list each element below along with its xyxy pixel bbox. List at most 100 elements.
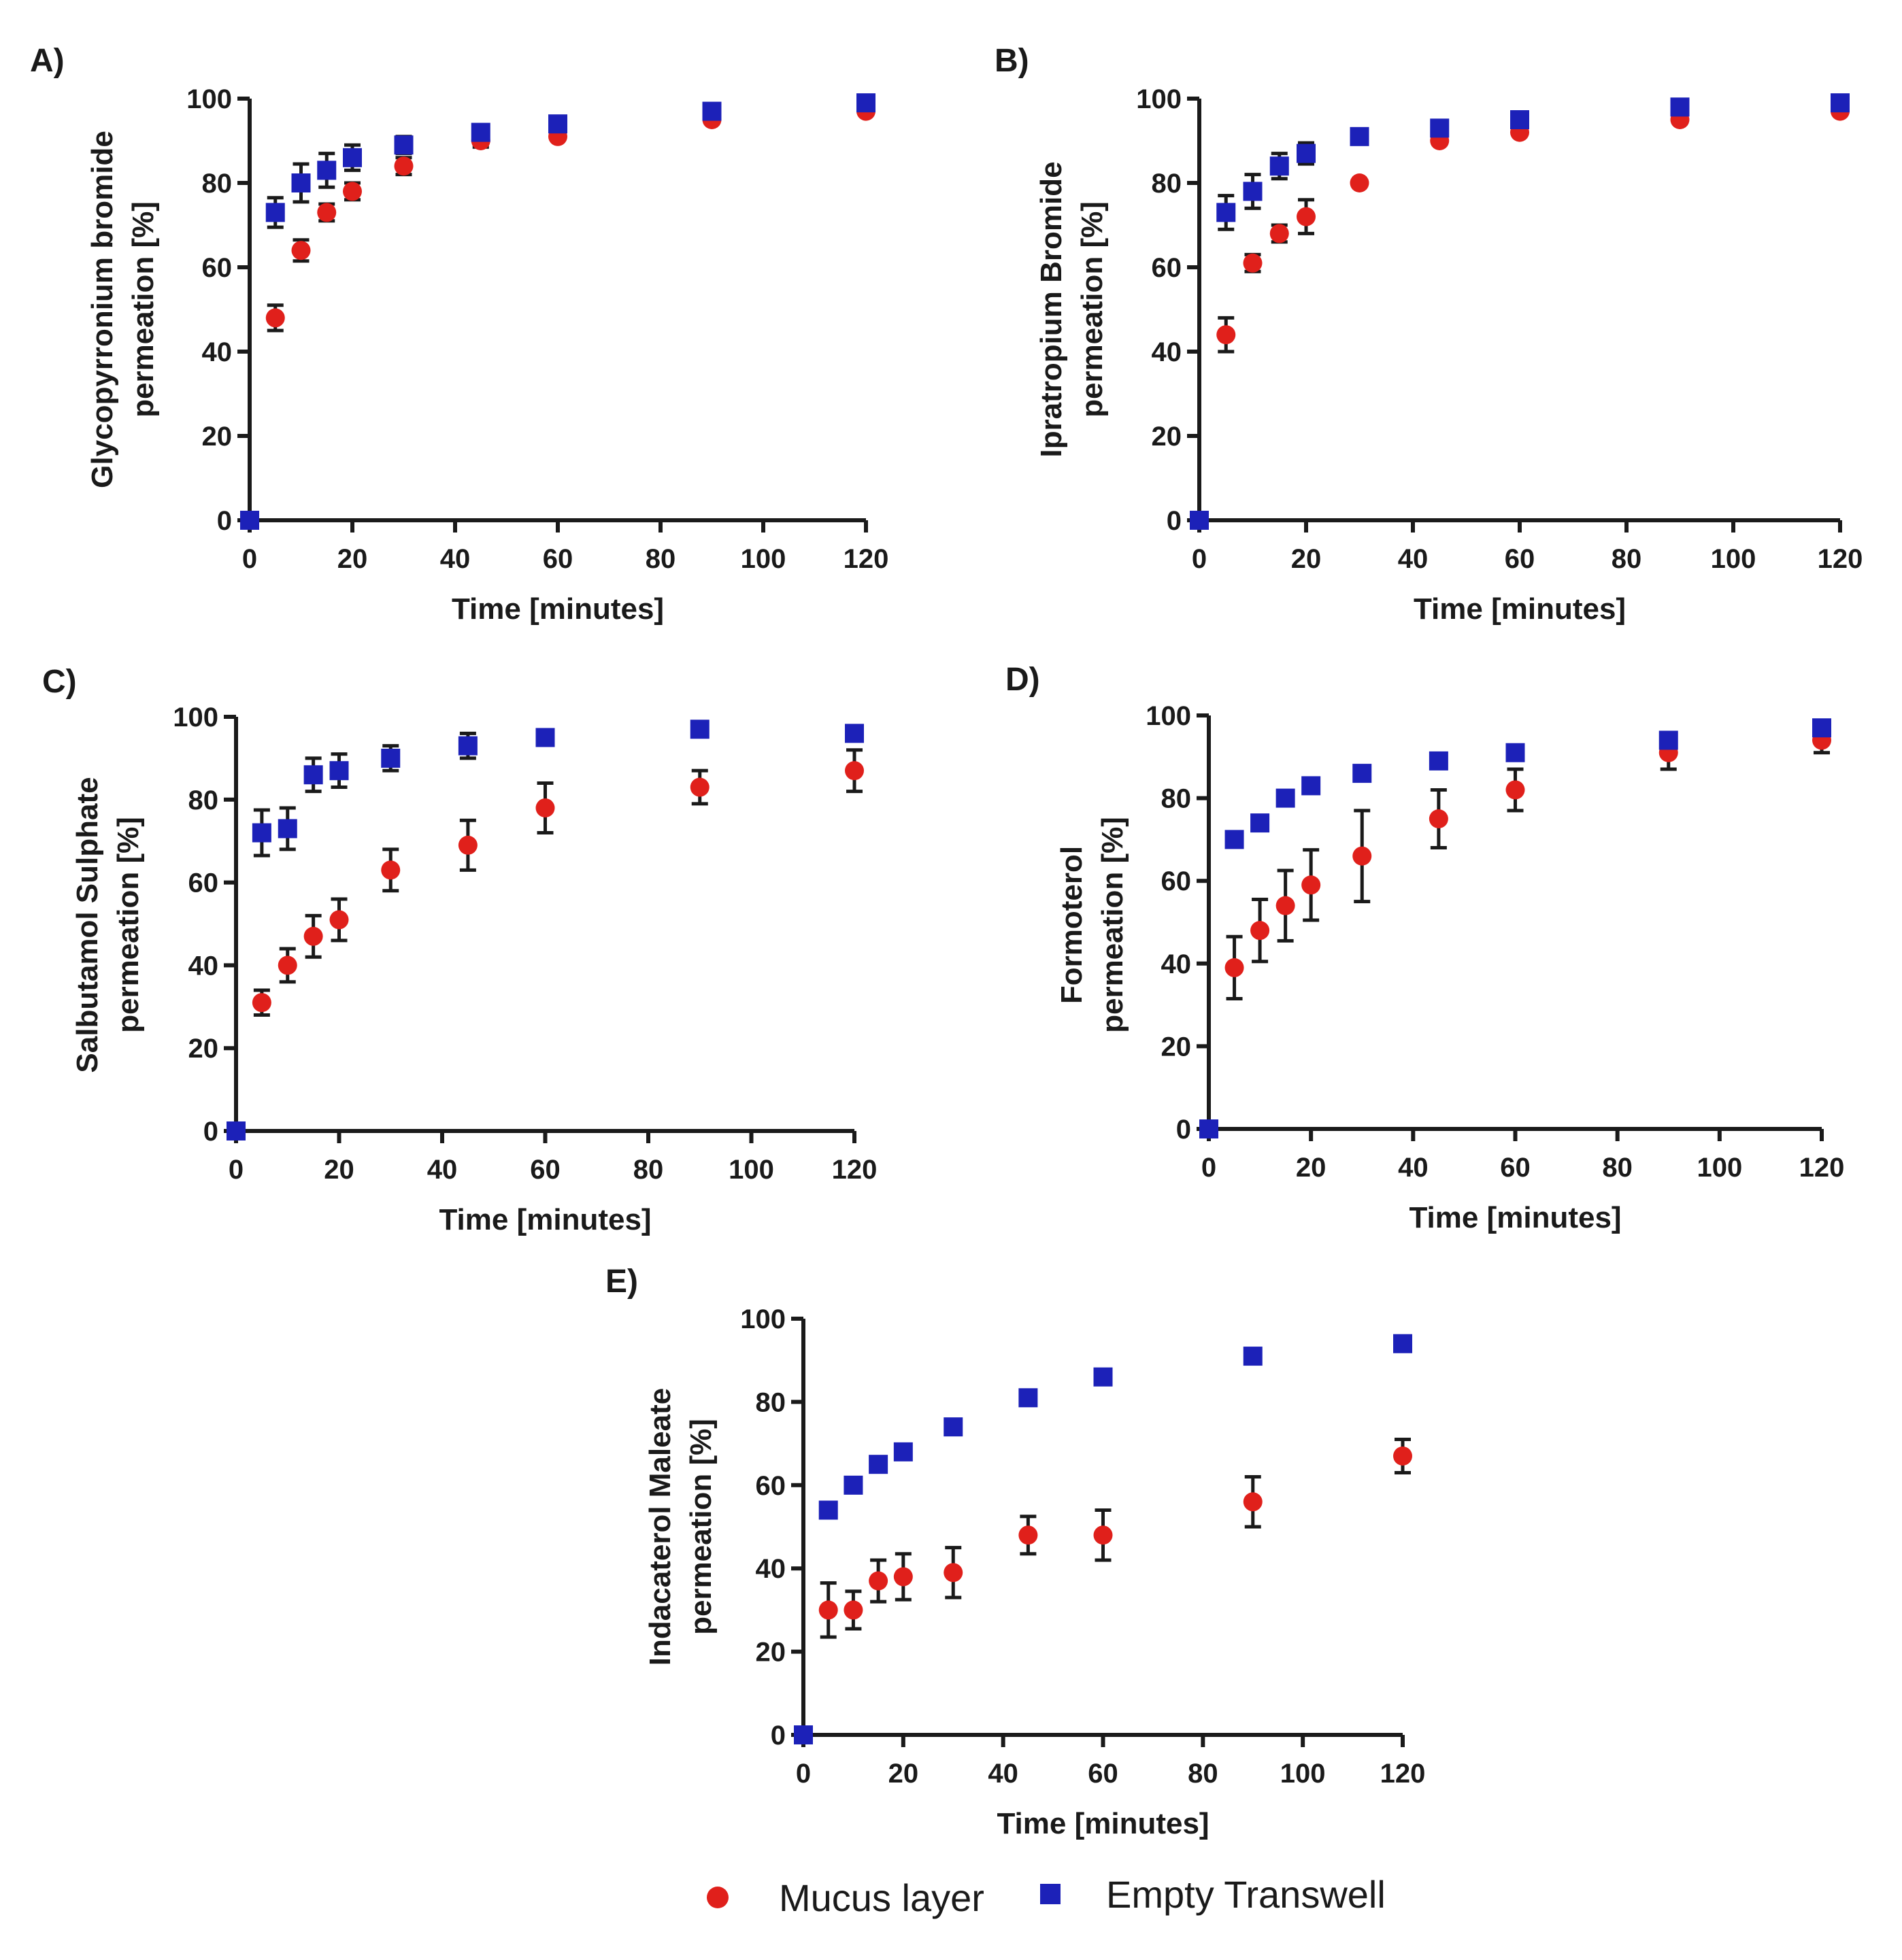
y-tick-label: 80: [1152, 169, 1182, 199]
y-tick-label: 0: [1176, 1115, 1191, 1145]
x-tick-label: 80: [1602, 1153, 1633, 1183]
data-point-mucus: [381, 860, 401, 880]
data-point-mucus: [1350, 173, 1369, 192]
data-point-empty: [291, 173, 311, 192]
data-point-empty: [548, 114, 567, 134]
data-point-empty: [1269, 156, 1289, 176]
x-tick-label: 60: [1505, 544, 1535, 574]
data-point-mucus: [291, 241, 311, 260]
y-axis-title-line: permeation [%]: [1096, 817, 1129, 1033]
panel-label: E): [605, 1264, 638, 1300]
y-axis-title: Salbutamol Sulphate permeation [%]: [71, 777, 145, 1072]
data-point-mucus: [893, 1567, 913, 1587]
data-point-empty: [278, 819, 297, 839]
data-point-mucus: [1301, 875, 1321, 895]
x-tick-label: 100: [729, 1155, 774, 1185]
data-point-mucus: [265, 308, 285, 328]
data-point-mucus: [343, 182, 362, 201]
y-tick-label: 60: [1152, 253, 1182, 283]
y-tick-label: 20: [202, 422, 233, 452]
legend-label-empty: Empty Transwell: [1106, 1873, 1386, 1916]
x-tick-label: 100: [1711, 544, 1756, 574]
y-tick-label: 40: [188, 951, 219, 981]
data-point-empty: [458, 736, 478, 756]
y-tick-label: 80: [188, 785, 219, 815]
x-axis-title: Time [minutes]: [997, 1807, 1209, 1840]
x-tick-label: 120: [1799, 1153, 1845, 1183]
x-tick-label: 60: [1088, 1759, 1118, 1789]
data-point-mucus: [1224, 958, 1244, 977]
y-tick-label: 0: [217, 506, 232, 536]
data-point-mucus: [818, 1600, 838, 1620]
data-point-empty: [265, 203, 285, 222]
data-point-empty: [329, 761, 349, 781]
data-point-mucus: [317, 203, 337, 222]
series-mucus-layer: [794, 1437, 1412, 1744]
data-point-mucus: [394, 156, 414, 176]
data-point-mucus: [1216, 325, 1236, 345]
data-point-mucus: [458, 835, 478, 855]
legend: Mucus layer Empty Transwell: [707, 1873, 1386, 1919]
series-empty-transwell: [227, 720, 864, 1140]
data-point-mucus: [303, 926, 323, 946]
data-point-mucus: [1297, 207, 1316, 226]
y-tick-label: 60: [202, 253, 233, 283]
data-point-empty: [1224, 830, 1244, 849]
x-tick-label: 20: [1291, 544, 1322, 574]
x-tick-label: 80: [646, 544, 676, 574]
x-tick-label: 40: [427, 1155, 458, 1185]
legend-marker-empty: [1040, 1884, 1061, 1904]
y-tick-label: 20: [756, 1638, 786, 1668]
chart-panel-a: A) 0 20 40 60 80 100 0 20 40 60 80 100 120 Time [minut…: [30, 43, 888, 626]
panel-label: A): [30, 43, 65, 79]
legend-marker-mucus: [707, 1887, 729, 1908]
x-axis-title: Time [minutes]: [1414, 592, 1626, 626]
data-point-mucus: [1275, 896, 1295, 915]
data-point-empty: [1831, 93, 1850, 113]
data-point-empty: [394, 135, 414, 155]
data-point-empty: [944, 1417, 963, 1437]
data-point-empty: [1352, 764, 1372, 783]
legend-label-mucus: Mucus layer: [779, 1876, 984, 1919]
x-tick-label: 0: [229, 1155, 244, 1185]
x-tick-label: 80: [633, 1155, 664, 1185]
data-point-mucus: [1243, 253, 1263, 273]
data-point-empty: [227, 1121, 246, 1140]
y-axis-title-line: Ipratropium Bromide: [1035, 161, 1068, 457]
data-point-mucus: [845, 761, 864, 781]
x-tick-label: 0: [1192, 544, 1207, 574]
data-point-empty: [535, 728, 555, 747]
y-axis-title: Formoterol permeation [%]: [1055, 817, 1129, 1033]
data-point-mucus: [329, 910, 349, 930]
data-point-mucus: [278, 956, 297, 975]
y-tick-label: 20: [1161, 1032, 1192, 1062]
x-tick-label: 40: [1398, 544, 1429, 574]
data-point-empty: [1350, 126, 1369, 146]
x-tick-label: 80: [1612, 544, 1642, 574]
series-empty-transwell: [240, 93, 875, 530]
y-axis-title: Indacaterol Maleate permeation [%]: [644, 1388, 718, 1666]
data-point-mucus: [1352, 846, 1372, 866]
data-point-mucus: [1269, 224, 1289, 243]
data-point-mucus: [1243, 1492, 1263, 1512]
x-tick-label: 120: [1818, 544, 1863, 574]
data-point-empty: [1216, 203, 1236, 222]
data-point-empty: [1199, 1119, 1218, 1138]
x-tick-label: 40: [988, 1759, 1018, 1789]
data-point-empty: [252, 823, 271, 843]
x-tick-label: 0: [242, 544, 257, 574]
data-point-empty: [1429, 751, 1448, 771]
x-tick-label: 100: [1280, 1759, 1326, 1789]
data-point-empty: [471, 122, 490, 142]
y-tick-label: 100: [740, 1304, 786, 1334]
data-point-mucus: [844, 1600, 863, 1620]
x-tick-label: 20: [888, 1759, 919, 1789]
y-tick-label: 60: [188, 868, 219, 898]
data-point-mucus: [869, 1571, 888, 1591]
data-point-empty: [1243, 182, 1263, 201]
y-tick-label: 20: [1152, 422, 1182, 452]
panels: A) 0 20 40 60 80 100 0 20 40 60 80 100 120 Time [minut…: [30, 43, 1863, 1840]
x-tick-label: 80: [1188, 1759, 1218, 1789]
data-point-empty: [1018, 1388, 1038, 1408]
y-axis-title-line: permeation [%]: [127, 201, 160, 418]
